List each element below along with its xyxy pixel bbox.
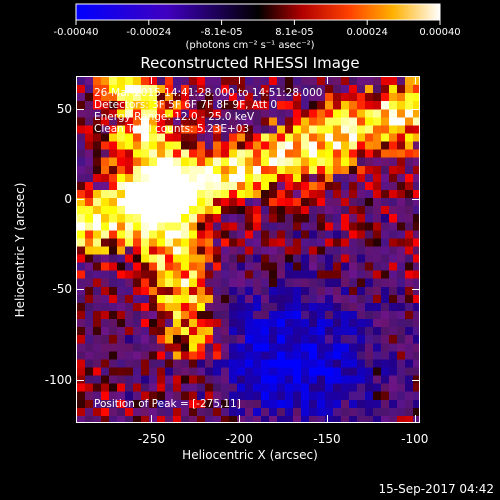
x-axis-label: Heliocentric X (arcsec) (182, 448, 318, 462)
y-tick-mark (76, 198, 84, 200)
x-tick-mark (414, 415, 416, 423)
x-tick-mark (239, 76, 241, 84)
x-tick-mark (414, 76, 416, 84)
y-tick-label: -50 (52, 282, 72, 297)
colorbar-tick-label: 8.1e-05 (275, 27, 314, 38)
y-tick-mark (412, 289, 420, 291)
date-stamp: 15-Sep-2017 04:42 (378, 482, 494, 496)
colorbar-units-label: (photons cm⁻² s⁻¹ asec⁻²) (185, 40, 315, 51)
plot-title: Reconstructed RHESSI Image (140, 54, 360, 72)
x-tick-label: -200 (225, 432, 253, 446)
x-tick-label: -100 (401, 432, 429, 446)
x-tick-label: -250 (137, 432, 166, 446)
y-tick-mark (76, 108, 84, 110)
colorbar (75, 3, 441, 25)
y-tick-mark (412, 108, 420, 110)
x-tick-mark (151, 76, 153, 84)
x-tick-mark (151, 415, 153, 423)
time-range-label: 26-Mar-2015 14:41:28.000 to 14:51:28.000 (94, 87, 323, 99)
y-tick-label: -100 (44, 372, 72, 387)
y-tick-mark (412, 379, 420, 381)
rhessi-image (76, 76, 420, 423)
y-tick-mark (412, 198, 420, 200)
colorbar-tick-label: -0.00040 (53, 27, 99, 38)
x-tick-mark (326, 415, 328, 423)
y-tick-label: 0 (64, 191, 72, 206)
y-tick-mark (76, 289, 84, 291)
y-tick-label: 50 (56, 101, 72, 116)
x-tick-label: -150 (313, 432, 341, 446)
colorbar-tick-label: -8.1e-05 (200, 27, 243, 38)
y-tick-mark (76, 379, 84, 381)
colorbar-tick-label: 0.00024 (346, 27, 388, 38)
colorbar-tick-label: 0.00040 (419, 27, 461, 38)
energy-range-label: Energy Range: 12.0 - 25.0 keV (94, 111, 255, 123)
detectors-label: Detectors: 3F 5F 6F 7F 8F 9F, Att 0 (94, 99, 278, 111)
clean-counts-label: Clean Total counts: 5.23E+03 (94, 123, 250, 135)
colorbar-gradient (75, 3, 441, 21)
peak-position-label: Position of Peak = [-275,11] (94, 398, 241, 410)
rhessi-image-raster (77, 77, 419, 422)
x-tick-mark (239, 415, 241, 423)
colorbar-tick-label: -0.00024 (126, 27, 172, 38)
x-tick-mark (326, 76, 328, 84)
y-axis-label: Heliocentric Y (arcsec) (13, 182, 27, 318)
